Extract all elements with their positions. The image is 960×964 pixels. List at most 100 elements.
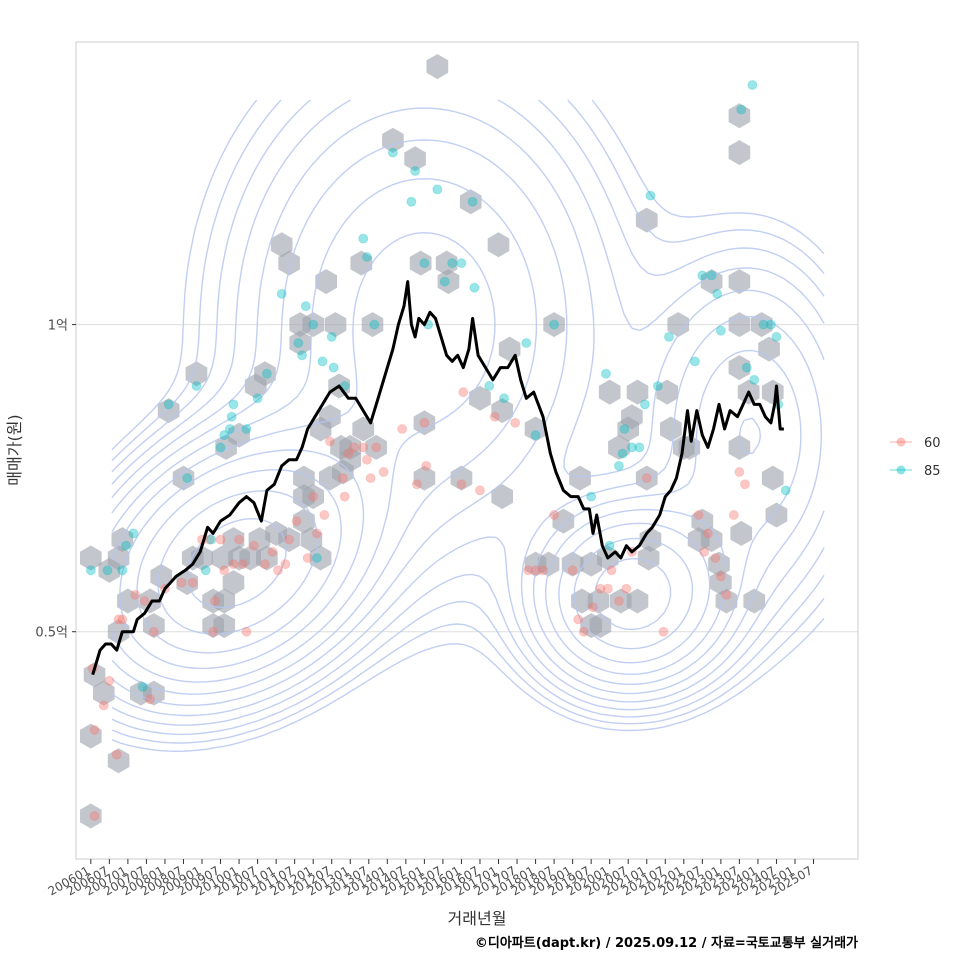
point-60 (458, 387, 469, 398)
hexbin-cell (278, 250, 300, 276)
hexbin-cell (626, 588, 649, 614)
point-60 (228, 559, 239, 570)
point-85 (619, 424, 630, 434)
y-axis: 0.5억 1억 (35, 319, 76, 641)
point-60 (337, 473, 348, 484)
point-85 (706, 270, 717, 281)
hexbin-cell (413, 410, 436, 436)
hexbin-cell (150, 563, 173, 589)
hexbin-cell (621, 404, 643, 430)
hexbin-cell (700, 269, 723, 295)
point-60 (361, 454, 372, 465)
hexbin-cell (248, 527, 271, 553)
point-85 (226, 411, 237, 422)
hexbin-cell (315, 269, 337, 295)
hexbin-cell (309, 545, 332, 571)
hexbin-cell (656, 379, 678, 405)
point-60 (378, 467, 389, 477)
point-85 (358, 233, 369, 244)
point-60 (260, 559, 271, 570)
hexbin-cell (365, 434, 387, 460)
point-85 (749, 374, 760, 385)
point-60 (728, 510, 739, 520)
density-contour (111, 107, 825, 717)
y-tick-label: 1억 (48, 319, 68, 334)
point-60 (530, 565, 541, 576)
hexbin-cell (409, 250, 432, 276)
point-85 (758, 319, 769, 330)
point-85 (663, 331, 674, 342)
point-60 (602, 583, 613, 594)
point-60 (291, 516, 302, 527)
point-60 (237, 559, 248, 570)
point-60 (208, 626, 219, 637)
hexbin-cell (319, 404, 341, 430)
hexbin-cell (172, 465, 195, 491)
point-85 (484, 381, 495, 391)
hexbin-cell (107, 619, 130, 645)
point-60 (613, 596, 624, 606)
hexbin-cell (426, 54, 449, 80)
hexbin-cell (413, 465, 436, 491)
hexbin-cell (404, 146, 426, 172)
point-85 (780, 485, 791, 496)
hexbin-cell (569, 465, 591, 491)
density-contour (187, 518, 287, 609)
point-60 (641, 473, 652, 484)
hexbin-cell (352, 416, 375, 442)
point-85 (521, 338, 532, 348)
point-60 (699, 546, 710, 557)
point-85 (639, 399, 650, 410)
hexbin-cell (635, 465, 658, 491)
hexbin-cell (80, 723, 102, 749)
trend-line-layer (91, 280, 784, 676)
point-60 (739, 479, 750, 490)
point-85 (224, 424, 235, 434)
point-60 (419, 417, 430, 428)
hexbin-cell (289, 330, 311, 356)
point-85 (228, 399, 239, 410)
point-85 (163, 399, 174, 410)
hexbin-cell (728, 355, 751, 381)
point-85 (456, 258, 467, 269)
hexbin-cell (93, 680, 115, 706)
density-contour (111, 99, 825, 726)
hexbin-cell (660, 416, 682, 442)
point-60 (176, 577, 187, 588)
legend-label: 85 (924, 464, 941, 479)
hexbin-cell (324, 312, 347, 338)
density-contour (136, 469, 694, 654)
point-85 (369, 319, 380, 330)
point-85 (689, 356, 700, 367)
point-85 (432, 184, 443, 195)
point-60 (234, 534, 245, 545)
point-60 (272, 565, 283, 576)
point-60 (474, 485, 485, 496)
point-60 (371, 442, 382, 453)
hexbin-cell (728, 434, 751, 460)
point-85 (741, 362, 752, 373)
point-60 (98, 700, 109, 711)
hexbin-cell (667, 312, 690, 338)
point-60 (209, 596, 220, 606)
point-60 (139, 596, 150, 606)
y-axis-title: 매매가(원) (5, 414, 24, 485)
point-60 (456, 479, 467, 490)
hexbin-cell (437, 269, 460, 295)
density-contour (111, 178, 802, 695)
point-60 (145, 694, 156, 705)
hexbin-cell (610, 588, 632, 614)
point-60 (595, 583, 606, 594)
hexbin-cell (222, 570, 245, 596)
hexbin-cell (211, 545, 234, 571)
point-85 (326, 331, 337, 342)
hexbin-cell (543, 312, 565, 338)
point-85 (252, 393, 263, 404)
hexbin-cell (117, 588, 139, 614)
point-60 (510, 417, 521, 428)
point-60 (567, 565, 578, 576)
hexbin-cell (80, 545, 102, 571)
hexbin-cell (552, 508, 575, 534)
